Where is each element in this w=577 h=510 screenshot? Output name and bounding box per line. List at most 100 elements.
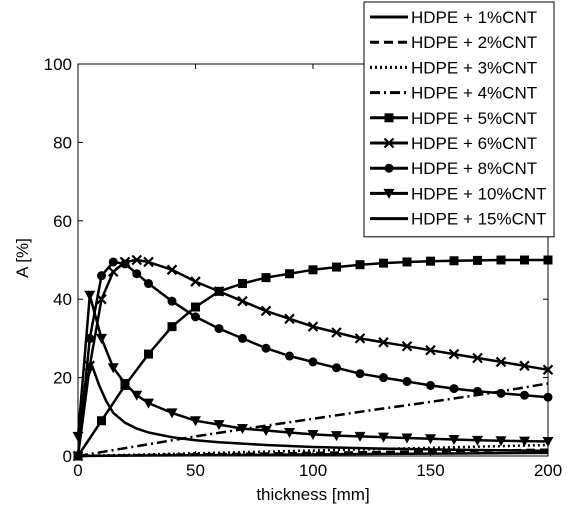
data-point-x [284, 313, 295, 325]
data-point-triangle-down [519, 436, 530, 447]
data-point-square [167, 322, 177, 332]
data-point-triangle-down [260, 426, 272, 437]
data-point-triangle-down [378, 432, 389, 443]
legend-box [363, 1, 555, 238]
data-point-triangle-down [383, 188, 395, 199]
data-point-x [166, 264, 178, 276]
legend-label: HDPE + 3%CNT [411, 58, 537, 77]
data-point-triangle-down [354, 431, 366, 442]
series-line [76, 294, 549, 443]
data-point-x [237, 295, 248, 307]
data-point-triangle-down [284, 427, 295, 438]
data-point-x [331, 327, 342, 338]
data-point-triangle-down [331, 431, 342, 442]
data-point-square [285, 269, 294, 279]
data-point-triangle-down [72, 431, 84, 442]
data-point-circle [355, 369, 365, 379]
y-tick-label: 80 [53, 133, 72, 152]
data-point-circle [144, 279, 153, 289]
data-point-triangle-down [107, 363, 119, 374]
y-tick-label: 100 [44, 55, 72, 74]
data-point-circle [167, 296, 177, 306]
data-point-square [520, 255, 529, 265]
y-axis-label: A [%] [13, 238, 32, 278]
y-tick-label: 60 [53, 212, 72, 231]
data-point-x [190, 276, 201, 287]
legend-label: HDPE + 10%CNT [411, 184, 547, 203]
x-tick-label: 200 [534, 461, 562, 480]
series-7 [73, 257, 553, 461]
data-point-square [355, 260, 365, 270]
data-point-circle [97, 271, 106, 281]
data-point-x [542, 364, 554, 376]
data-point-x [425, 344, 436, 356]
data-point-x [401, 340, 413, 352]
data-point-circle [308, 357, 318, 367]
x-tick-label: 150 [416, 461, 444, 480]
data-point-x [143, 256, 154, 268]
series-line [77, 448, 549, 458]
y-tick-label: 40 [53, 290, 72, 309]
data-point-circle [543, 392, 553, 402]
legend-label: HDPE + 5%CNT [411, 109, 537, 128]
legend-item: HDPE + 3%CNT [370, 58, 537, 77]
data-point-circle [449, 384, 459, 394]
data-point-circle [108, 257, 118, 267]
legend-item: HDPE + 5%CNT [370, 109, 537, 128]
series-8 [72, 290, 554, 447]
data-point-triangle-down [143, 398, 154, 409]
data-point-square [97, 416, 106, 426]
data-point-square [144, 349, 153, 359]
data-point-circle [214, 324, 224, 334]
series-3 [77, 443, 549, 458]
data-point-circle [120, 259, 130, 269]
data-point-square [261, 273, 271, 283]
y-tick-label: 20 [53, 369, 72, 388]
data-point-x [383, 137, 395, 149]
data-point-triangle-down [542, 436, 554, 447]
data-point-square [384, 113, 394, 123]
legend-label: HDPE + 4%CNT [411, 84, 537, 103]
data-point-circle [384, 163, 394, 173]
data-point-x [107, 266, 119, 278]
data-point-circle [473, 386, 482, 396]
data-point-triangle-down [495, 436, 507, 447]
data-point-circle [132, 269, 142, 279]
data-point-square [238, 279, 247, 289]
data-point-circle [496, 388, 506, 398]
data-point-triangle-down [96, 333, 107, 344]
data-point-x [378, 337, 389, 348]
legend: HDPE + 1%CNT HDPE + 2%CNT HDPE + 3%CNT HDPE… [363, 1, 555, 238]
legend-label: HDPE + 1%CNT [411, 8, 537, 27]
data-point-square [543, 255, 553, 265]
legend-item: HDPE + 10%CNT [370, 184, 547, 203]
data-point-square [379, 258, 388, 268]
data-point-x [472, 352, 483, 364]
data-point-triangle-down [307, 429, 319, 440]
legend-label: HDPE + 2%CNT [411, 33, 537, 52]
data-point-triangle-down [425, 434, 436, 445]
data-point-triangle-down [119, 378, 131, 389]
data-point-circle [238, 333, 247, 343]
x-tick-label: 0 [73, 461, 82, 480]
data-point-circle [379, 373, 388, 383]
data-point-x [448, 348, 460, 360]
data-point-square [332, 262, 341, 272]
data-point-circle [261, 343, 271, 353]
x-tick-label: 100 [299, 461, 327, 480]
data-point-x [260, 305, 272, 317]
data-point-triangle-down [448, 435, 460, 446]
data-point-circle [191, 312, 200, 322]
data-point-triangle-down [401, 433, 413, 444]
data-point-square [308, 265, 318, 275]
data-point-x [519, 360, 530, 372]
legend-item: HDPE + 1%CNT [370, 8, 537, 27]
data-point-triangle-down [131, 390, 143, 401]
data-point-x [495, 356, 507, 368]
data-point-square [473, 255, 482, 265]
data-point-square [402, 257, 412, 267]
data-point-square [496, 255, 506, 265]
data-point-square [426, 256, 435, 266]
legend-item: HDPE + 2%CNT [370, 33, 537, 52]
legend-label: HDPE + 6%CNT [411, 134, 537, 153]
